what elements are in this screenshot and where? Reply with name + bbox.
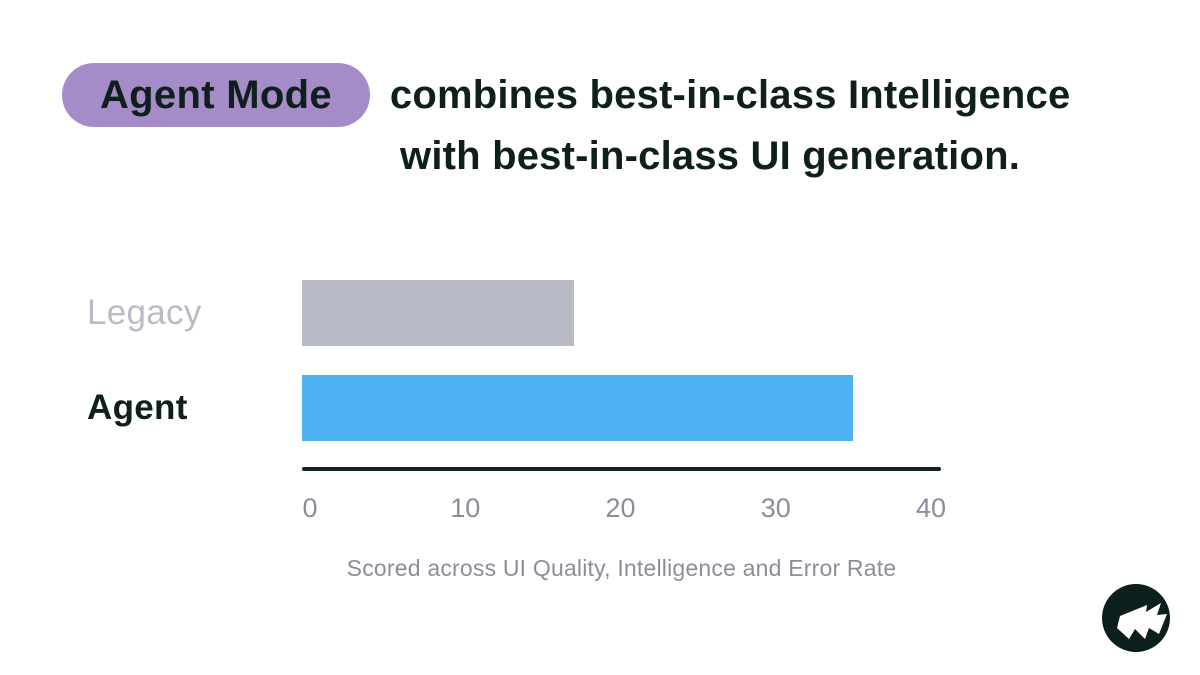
x-tick-10: 10	[450, 493, 481, 523]
bar-chart: Legacy Agent 0 10 20 30 40 Scored across…	[85, 280, 1145, 582]
headline-line-1: Agent Mode combines best-in-class Intell…	[62, 62, 1070, 128]
x-tick-30: 30	[760, 493, 791, 523]
category-label-legacy: Legacy	[87, 293, 202, 332]
headline-text-line-2: with best-in-class UI generation.	[400, 134, 1021, 178]
x-tick-0: 0	[302, 493, 318, 523]
flag-bolt-icon	[1102, 584, 1170, 652]
category-label-agent: Agent	[87, 388, 188, 427]
highlight-pill: Agent Mode	[62, 63, 370, 127]
brand-logo	[1102, 584, 1170, 652]
headline: Agent Mode combines best-in-class Intell…	[62, 62, 1070, 179]
x-axis: 0 10 20 30 40 Scored across UI Quality, …	[302, 467, 946, 582]
chart-row-agent: Agent	[85, 375, 1145, 441]
bar-agent	[302, 375, 854, 441]
chart-row-legacy: Legacy	[85, 280, 1145, 346]
x-tick-40: 40	[915, 493, 947, 523]
bar-track-legacy	[302, 280, 942, 346]
x-tick-20: 20	[605, 493, 636, 523]
bar-track-agent	[302, 375, 942, 441]
axis-caption: Scored across UI Quality, Intelligence a…	[346, 555, 897, 581]
x-axis-ticks: 0 10 20 30 40	[302, 491, 946, 525]
headline-text-line-1: combines best-in-class Intelligence	[389, 72, 1071, 117]
bar-legacy	[302, 280, 574, 346]
x-axis-line	[302, 467, 941, 471]
